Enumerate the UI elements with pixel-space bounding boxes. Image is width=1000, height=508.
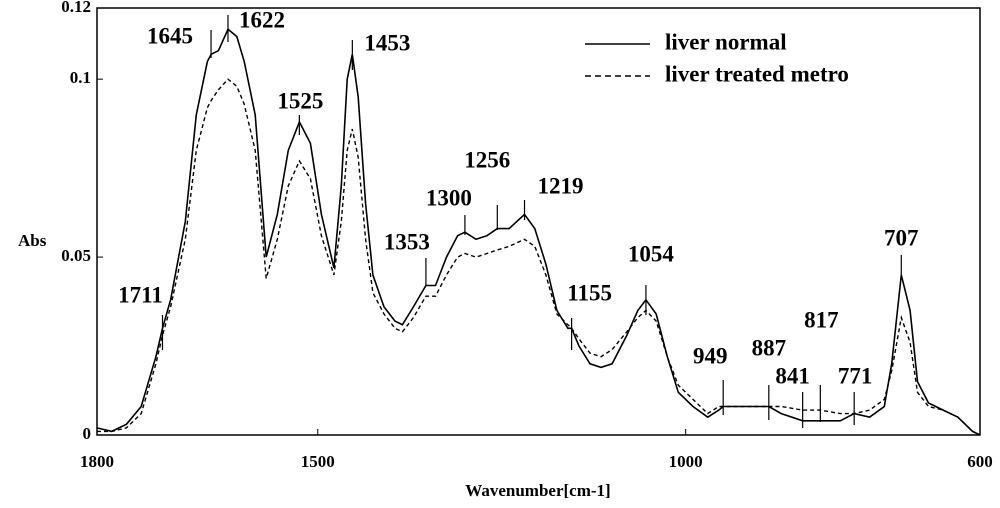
peak-label: 1219 (538, 173, 584, 198)
y-tick-label: 0.1 (70, 68, 91, 87)
peak-label: 1155 (567, 280, 612, 305)
peak-label: 1711 (118, 282, 163, 307)
peak-label: 1054 (628, 241, 675, 266)
y-tick-label: 0 (83, 424, 92, 443)
peak-label: 887 (752, 335, 787, 360)
peak-label: 1300 (426, 185, 472, 210)
x-axis-label: Wavenumber[cm-1] (465, 481, 610, 500)
y-tick-label: 0.05 (61, 246, 91, 265)
peak-label: 817 (804, 307, 839, 332)
spectrum-line (96, 28, 981, 436)
plot-frame (96, 7, 981, 436)
x-tick-label: 1500 (301, 452, 335, 471)
x-tick-label: 1000 (669, 452, 703, 471)
spectrum-line (97, 78, 981, 436)
peak-label: 841 (775, 363, 810, 388)
peak-label: 1622 (239, 7, 285, 32)
peak-label: 1353 (384, 229, 430, 254)
legend-label: liver normal (665, 29, 787, 54)
y-tick-label: 0.12 (61, 0, 91, 16)
peak-label: 1453 (364, 30, 410, 55)
peak-label: 1645 (147, 23, 193, 48)
x-tick-label: 600 (967, 452, 993, 471)
legend-label: liver treated metro (665, 61, 849, 86)
peak-label: 771 (838, 363, 873, 388)
y-axis-label: Abs (18, 231, 47, 250)
peak-label: 949 (693, 343, 728, 368)
peak-label: 1256 (464, 147, 510, 172)
peak-label: 1525 (277, 88, 323, 113)
x-tick-label: 1800 (80, 452, 114, 471)
peak-label: 707 (884, 225, 919, 250)
